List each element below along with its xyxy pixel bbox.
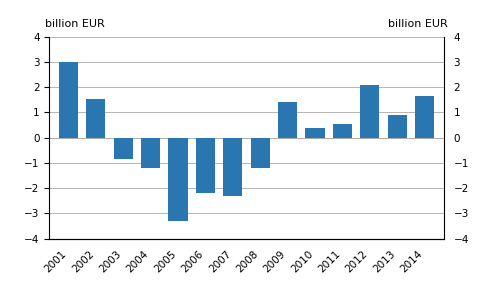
- Bar: [387, 115, 407, 138]
- Bar: [415, 96, 434, 138]
- Bar: [114, 138, 133, 159]
- Bar: [141, 138, 160, 168]
- Bar: [333, 124, 352, 138]
- Bar: [59, 62, 78, 138]
- Bar: [278, 102, 297, 138]
- Bar: [305, 128, 324, 138]
- Bar: [196, 138, 215, 193]
- Bar: [250, 138, 270, 168]
- Text: billion EUR: billion EUR: [388, 19, 448, 29]
- Bar: [169, 138, 188, 221]
- Bar: [360, 85, 379, 138]
- Bar: [223, 138, 243, 196]
- Text: billion EUR: billion EUR: [45, 19, 105, 29]
- Bar: [86, 99, 106, 138]
